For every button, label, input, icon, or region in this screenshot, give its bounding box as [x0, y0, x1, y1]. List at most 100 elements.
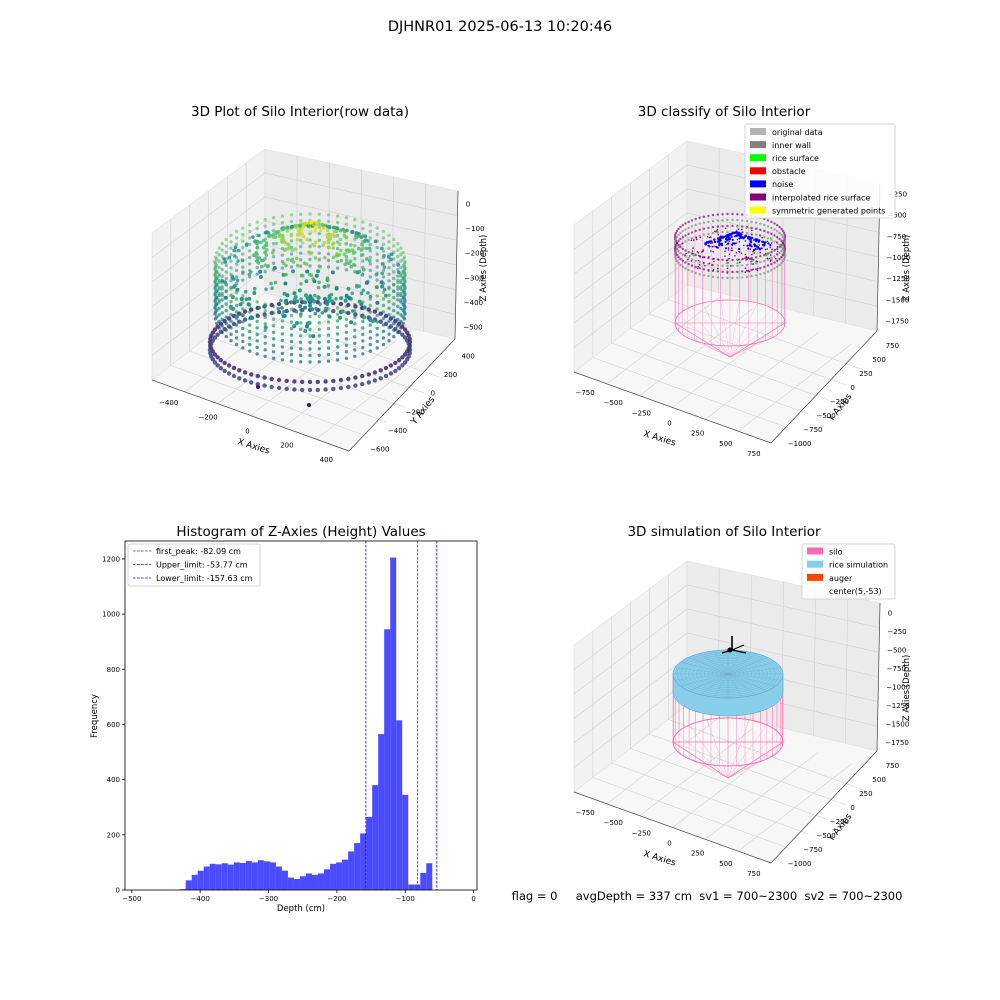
classified-point	[702, 268, 706, 271]
classified-point	[783, 233, 786, 237]
classified-point	[679, 245, 682, 249]
data-point	[299, 347, 303, 351]
classified-point	[735, 242, 738, 244]
classified-point	[724, 250, 726, 252]
classified-point	[708, 236, 711, 239]
data-point	[353, 218, 357, 222]
data-point	[226, 316, 232, 321]
data-point	[259, 240, 263, 245]
data-point	[392, 289, 396, 294]
classified-point	[736, 238, 739, 241]
classified-point	[726, 224, 729, 228]
auger-arm	[731, 649, 747, 654]
data-point	[327, 314, 332, 319]
data-point	[223, 295, 228, 300]
histogram-bar	[233, 862, 240, 890]
data-point	[327, 245, 332, 250]
classified-point	[744, 234, 747, 237]
silo-wire	[729, 337, 773, 358]
classified-point	[770, 226, 773, 230]
histogram-bar	[366, 816, 373, 890]
classified-point	[674, 231, 678, 235]
classified-point	[769, 254, 772, 256]
panel-sim-objects	[671, 636, 785, 779]
data-point	[388, 324, 394, 329]
data-point	[290, 257, 295, 262]
classified-point	[690, 264, 694, 267]
classified-point	[687, 226, 690, 230]
data-point	[271, 350, 276, 354]
data-point	[317, 280, 321, 285]
data-point	[393, 360, 398, 366]
classified-point	[744, 271, 747, 274]
classified-point	[778, 263, 781, 267]
classified-point	[759, 222, 762, 225]
rice-mesh	[689, 656, 729, 675]
x-tick-label: −250	[632, 409, 651, 417]
data-point	[280, 246, 285, 251]
legend-swatch	[750, 154, 766, 162]
data-point	[269, 384, 274, 390]
classified-point	[702, 274, 706, 277]
classified-point	[758, 247, 761, 250]
data-point	[215, 250, 219, 255]
data-point	[241, 333, 245, 337]
panel-classify-legend: original data inner wall rice surface obsta…	[744, 123, 896, 219]
data-point	[375, 278, 379, 282]
panel-raw-xlabel: X Axies	[236, 437, 271, 456]
data-point	[280, 325, 285, 330]
data-point	[310, 307, 314, 312]
data-point	[360, 381, 365, 387]
data-point	[381, 275, 386, 279]
silo-wire	[727, 764, 750, 779]
data-point	[281, 314, 286, 319]
data-point	[368, 303, 372, 308]
data-point	[263, 325, 268, 330]
data-point	[372, 378, 378, 383]
data-point	[222, 318, 227, 324]
data-point	[335, 252, 339, 256]
classified-point	[721, 276, 724, 279]
classified-point	[738, 237, 741, 240]
data-point	[308, 212, 312, 216]
figure-title: DJHNR01 2025-06-13 10:20:46	[388, 19, 612, 35]
legend-label: rice simulation	[829, 561, 888, 570]
classified-point	[751, 233, 753, 236]
data-point	[311, 334, 316, 339]
classified-point	[727, 242, 730, 245]
classified-point	[750, 226, 753, 230]
data-point	[212, 327, 218, 332]
classified-point	[745, 263, 749, 267]
classified-point	[750, 268, 753, 272]
data-point	[345, 228, 349, 233]
panel-classify-axes: −750−500−2500250500750−1000−750−500−2500…	[573, 140, 910, 458]
grid-line	[423, 183, 427, 332]
data-point	[262, 375, 267, 380]
data-point	[303, 221, 308, 226]
data-point	[276, 377, 282, 383]
data-point	[303, 305, 307, 310]
data-point	[368, 336, 372, 340]
panel-classify-zlabel: Z Axies (Depth)	[902, 235, 912, 302]
classified-point	[736, 234, 739, 237]
data-point	[299, 321, 303, 325]
classified-point	[751, 253, 753, 256]
data-point	[317, 327, 321, 331]
histogram-ylabel: Frequency	[90, 694, 100, 738]
classified-point	[716, 264, 719, 267]
classified-point	[725, 262, 728, 265]
data-point	[331, 246, 336, 250]
classified-point	[758, 244, 760, 246]
classified-point	[769, 246, 771, 249]
rice-mesh	[680, 673, 729, 687]
data-point	[285, 242, 290, 246]
data-point	[217, 278, 221, 283]
data-point	[215, 283, 219, 287]
classified-point	[780, 227, 783, 231]
data-point	[289, 346, 294, 350]
data-point	[351, 251, 356, 255]
data-point	[308, 340, 312, 345]
classified-point	[710, 242, 712, 245]
x-tick-label: −500	[604, 819, 623, 827]
data-point	[224, 283, 228, 287]
